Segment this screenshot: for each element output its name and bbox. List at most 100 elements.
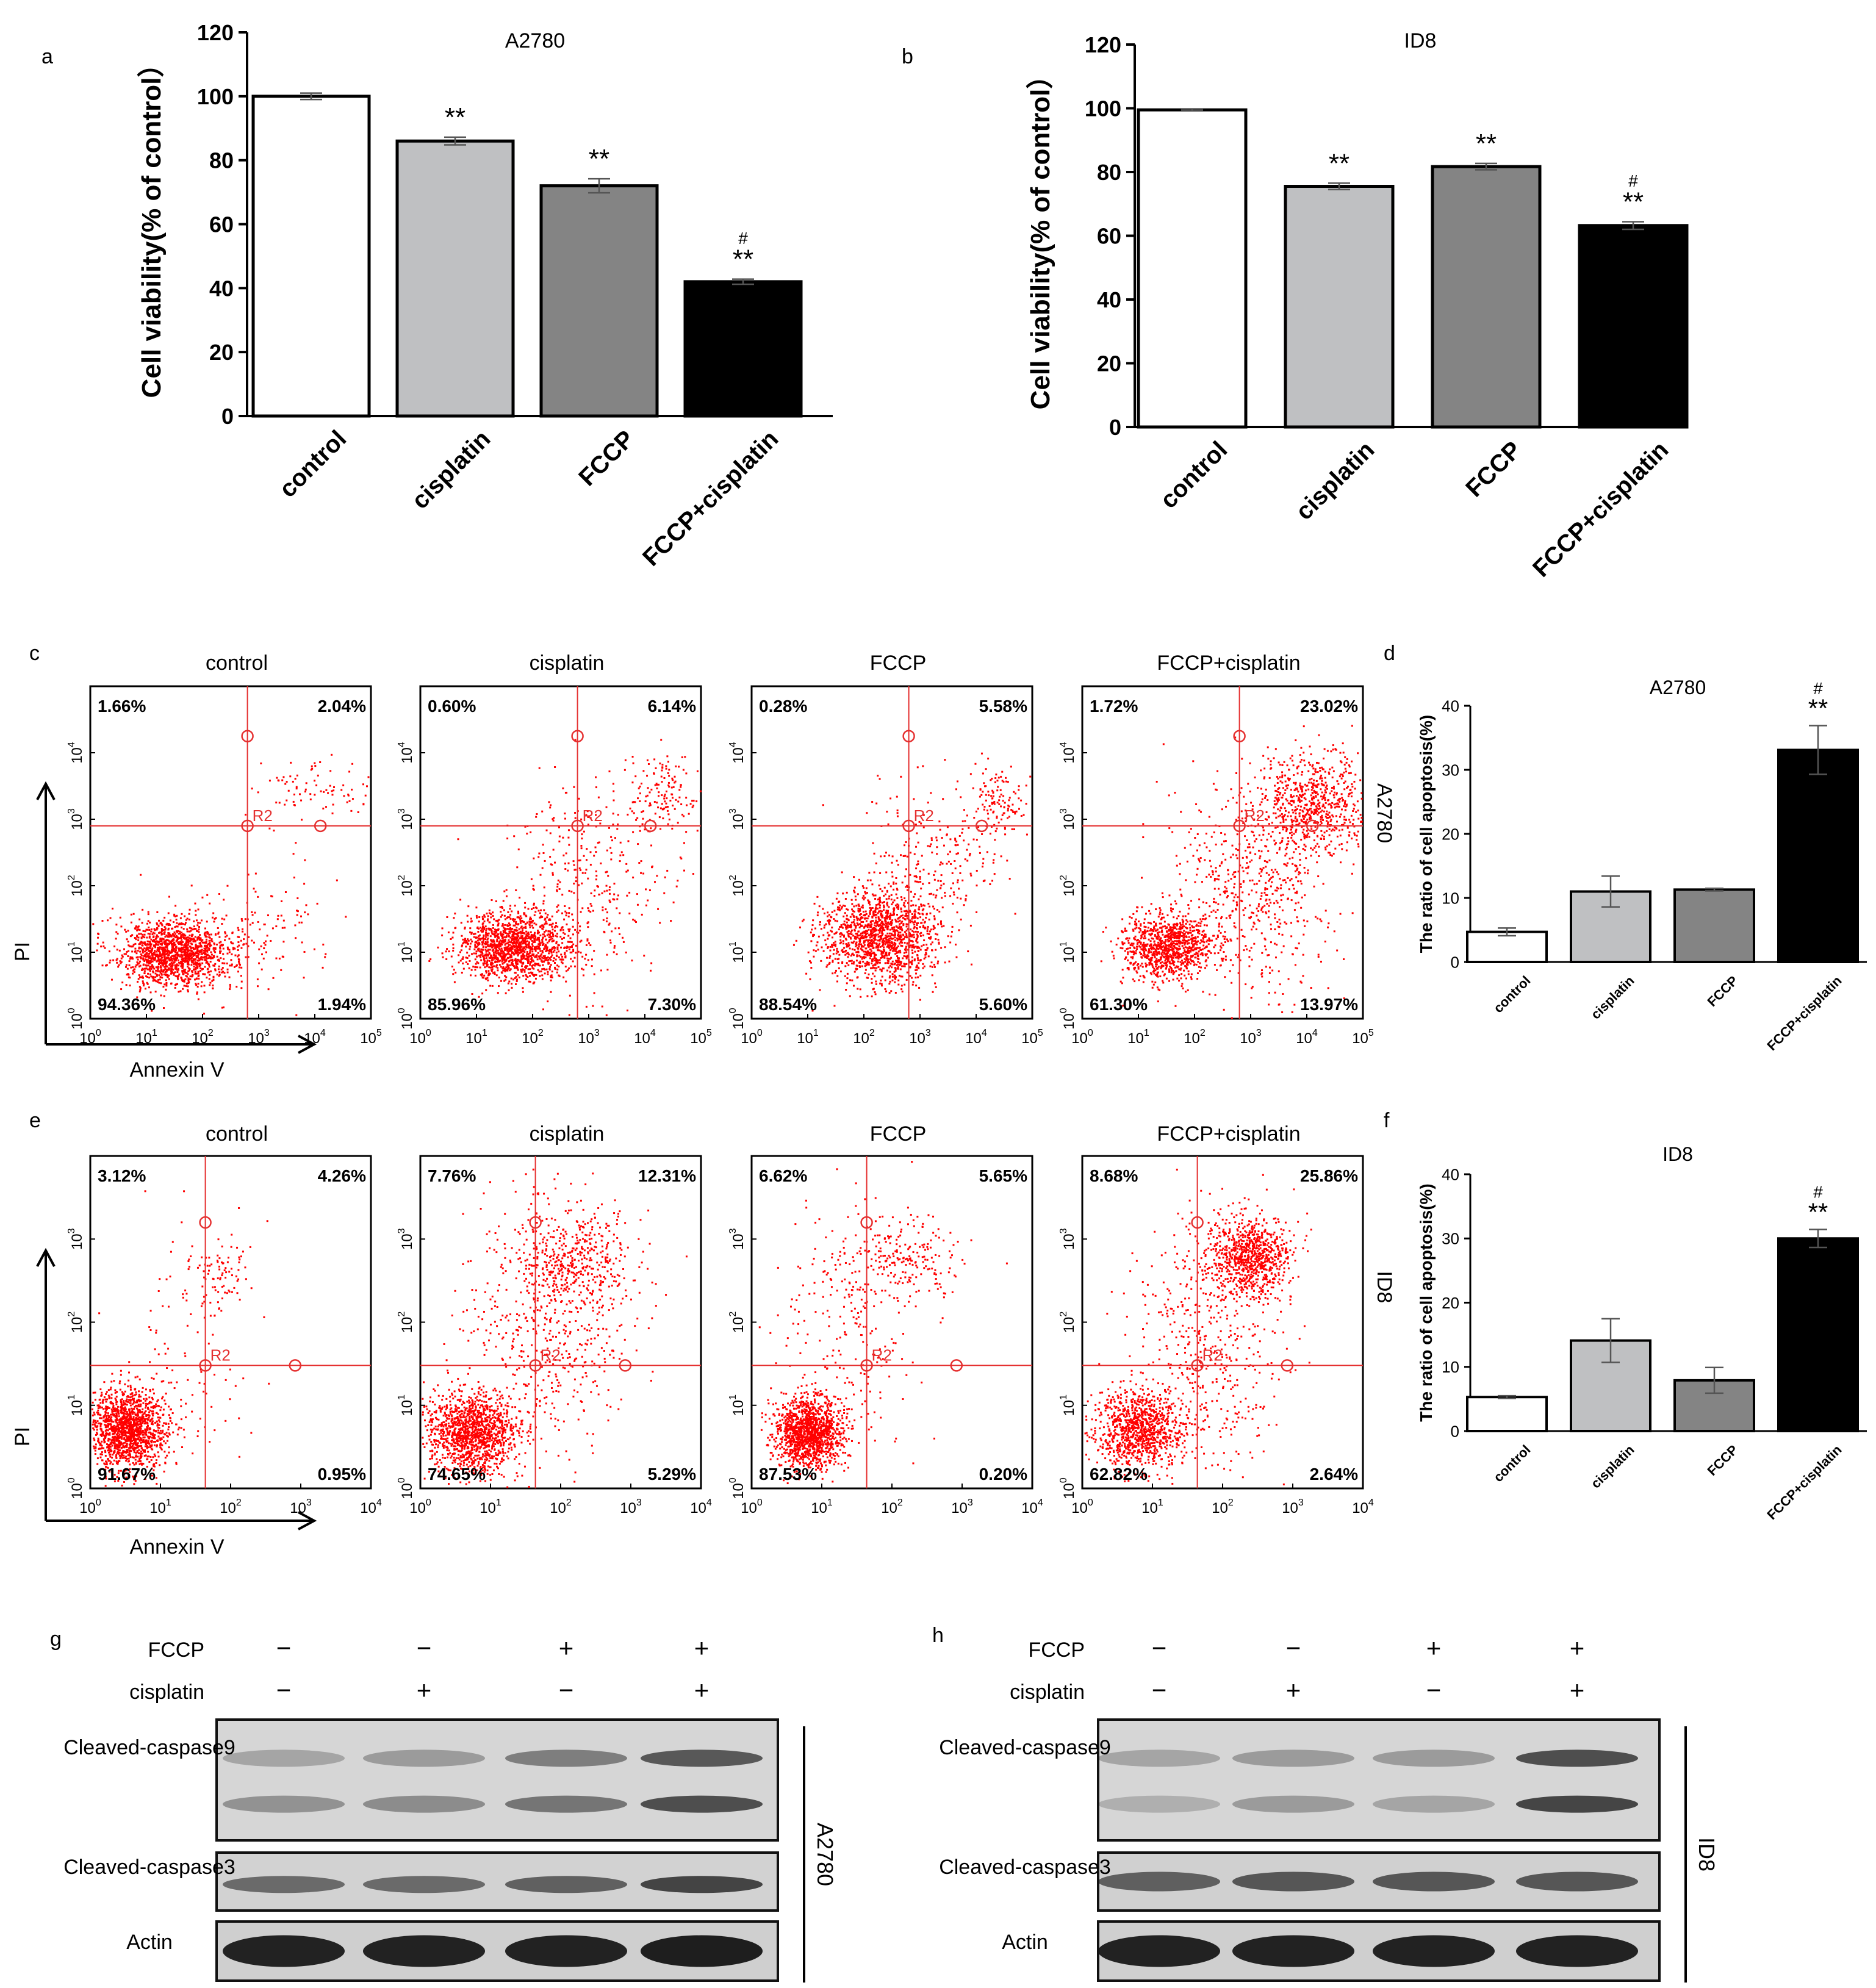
flow-event	[174, 915, 176, 917]
flow-event	[117, 966, 120, 968]
flow-event	[842, 923, 844, 925]
flow-event	[487, 949, 489, 951]
flow-event	[203, 945, 206, 947]
flow-event	[582, 968, 584, 971]
flow-event	[550, 955, 553, 958]
flow-event	[905, 913, 907, 915]
flow-event	[469, 974, 472, 977]
flow-event	[134, 950, 136, 953]
flow-event	[935, 949, 937, 951]
flow-event	[485, 931, 487, 934]
flow-event	[868, 963, 870, 966]
flow-event	[905, 933, 908, 935]
flow-event	[287, 789, 290, 792]
flow-event	[542, 926, 545, 928]
flow-event	[672, 797, 674, 799]
flow-event	[529, 926, 531, 928]
flow-event	[134, 968, 136, 971]
flow-event	[195, 955, 198, 957]
flow-event	[889, 949, 892, 952]
flow-event	[553, 949, 556, 952]
flow-event	[595, 814, 597, 816]
flow-event	[205, 961, 207, 964]
quadrant-upper-left: 0.60%	[428, 697, 476, 716]
flow-event	[900, 908, 902, 911]
flow-event	[874, 964, 876, 966]
flow-event	[526, 940, 528, 942]
flow-event	[872, 966, 875, 969]
flow-event	[514, 942, 516, 945]
flow-event	[213, 920, 215, 923]
bar-cisplatin	[395, 139, 515, 418]
flow-event	[934, 956, 936, 959]
flow-event	[136, 961, 138, 964]
flow-event	[194, 971, 196, 973]
flow-event	[485, 970, 487, 972]
flow-event	[897, 931, 900, 934]
flow-event	[251, 939, 253, 942]
flow-event	[165, 988, 167, 991]
flow-event	[305, 782, 307, 784]
flow-event	[632, 762, 634, 764]
flow-event	[495, 930, 497, 933]
flow-event	[212, 985, 214, 987]
flow-event	[185, 985, 187, 988]
flow-event	[545, 920, 547, 923]
flow-event	[843, 915, 845, 917]
flow-event	[933, 917, 936, 920]
flow-event	[551, 864, 553, 866]
flow-event	[159, 965, 162, 967]
flow-event	[872, 894, 875, 897]
flow-event	[154, 950, 156, 952]
flow-event	[928, 936, 930, 939]
flow-event	[880, 912, 882, 914]
flow-event	[608, 892, 611, 895]
flow-event	[542, 1008, 544, 1011]
flow-event	[518, 916, 520, 919]
flow-event	[508, 916, 511, 919]
flow-event	[885, 926, 887, 928]
flow-event	[839, 942, 841, 945]
flow-event	[882, 942, 885, 944]
flow-event	[214, 963, 217, 965]
flow-event	[137, 958, 139, 961]
flow-event	[861, 904, 864, 906]
flow-event	[910, 900, 913, 902]
flow-event	[845, 942, 847, 945]
flow-event	[450, 955, 453, 958]
flow-event	[547, 1000, 549, 1003]
flow-event	[177, 967, 179, 970]
flow-event	[482, 937, 484, 939]
flow-event	[632, 877, 634, 879]
flow-event	[593, 855, 595, 857]
flow-event	[502, 967, 505, 970]
flow-event	[214, 951, 217, 953]
flow-event	[492, 911, 494, 914]
flow-event	[488, 945, 491, 947]
flow-event	[159, 952, 161, 955]
flow-event	[862, 895, 864, 897]
flow-event	[508, 980, 511, 983]
flow-event	[552, 849, 555, 851]
flow-event	[570, 946, 573, 949]
flow-event	[860, 949, 863, 951]
flow-event	[481, 973, 483, 975]
y-tick-label: 102	[728, 875, 747, 897]
flow-event	[833, 1005, 836, 1007]
flow-event	[870, 945, 872, 947]
flow-event	[497, 952, 500, 954]
tick-exponent: 3	[66, 808, 77, 814]
flow-event	[909, 975, 911, 977]
tick-exponent: 0	[426, 1028, 431, 1038]
flow-event	[167, 931, 170, 934]
y-tick-label: 20	[1442, 1294, 1459, 1312]
flow-event	[892, 938, 894, 940]
flow-event	[857, 910, 860, 912]
flow-event	[554, 966, 556, 969]
flow-event	[635, 819, 638, 821]
flow-event	[143, 970, 146, 972]
flow-event	[500, 942, 503, 945]
flow-event	[646, 775, 649, 777]
flow-plot-title: cisplatin	[530, 651, 605, 675]
flow-event	[194, 940, 196, 942]
